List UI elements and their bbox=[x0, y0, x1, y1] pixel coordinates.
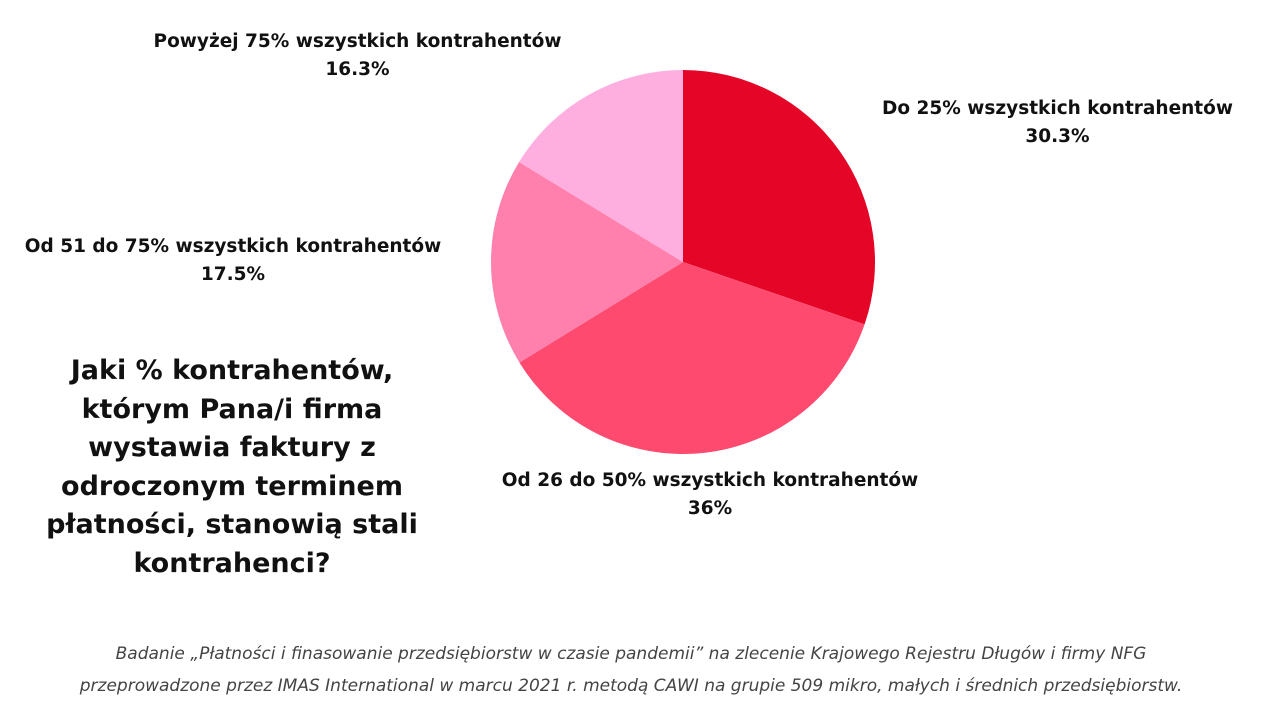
source-footnote: Badanie „Płatności i finasowanie przedsi… bbox=[0, 638, 1262, 702]
slice-label-name: Od 51 do 75% wszystkich kontrahentów bbox=[24, 236, 442, 257]
question-line: odroczonym terminem bbox=[61, 470, 403, 502]
question-line: którym Pana/i firma bbox=[81, 393, 383, 425]
question-line: wystawia faktury z bbox=[88, 432, 376, 463]
footnote-line: Badanie „Płatności i finasowanie przedsi… bbox=[115, 644, 1147, 664]
chart-question-title: Jaki % kontrahentów, którym Pana/i firma… bbox=[40, 352, 424, 583]
slice-label-value: 16.3% bbox=[325, 59, 390, 80]
slice-label-od-26-do-50: Od 26 do 50% wszystkich kontrahentów 36% bbox=[480, 467, 940, 523]
slice-label-value: 36% bbox=[687, 498, 733, 519]
question-line: płatności, stanowią stali bbox=[46, 509, 418, 540]
slice-label-name: Od 26 do 50% wszystkich kontrahentów bbox=[501, 470, 919, 491]
pie-slice-3 bbox=[519, 69, 683, 262]
pie-slice-0 bbox=[683, 70, 876, 325]
question-line: kontrahenci? bbox=[133, 547, 331, 579]
slice-label-name: Do 25% wszystkich kontrahentów bbox=[882, 98, 1233, 119]
slice-label-value: 30.3% bbox=[1025, 126, 1090, 147]
slice-label-value: 17.5% bbox=[200, 264, 266, 285]
footnote-line: przeprowadzone przez IMAS International … bbox=[79, 676, 1183, 696]
question-line: Jaki % kontrahentów, bbox=[70, 355, 394, 386]
pie-slice-1 bbox=[519, 262, 865, 454]
pie-slices bbox=[491, 69, 876, 454]
slice-label-powyzej-75: Powyżej 75% wszystkich kontrahentów 16.3… bbox=[135, 28, 580, 84]
slice-label-name: Powyżej 75% wszystkich kontrahentów bbox=[153, 31, 562, 52]
slice-label-od-51-do-75: Od 51 do 75% wszystkich kontrahentów 17.… bbox=[8, 233, 458, 289]
slice-label-do-25: Do 25% wszystkich kontrahentów 30.3% bbox=[860, 95, 1255, 151]
pie-slice-2 bbox=[491, 162, 683, 363]
